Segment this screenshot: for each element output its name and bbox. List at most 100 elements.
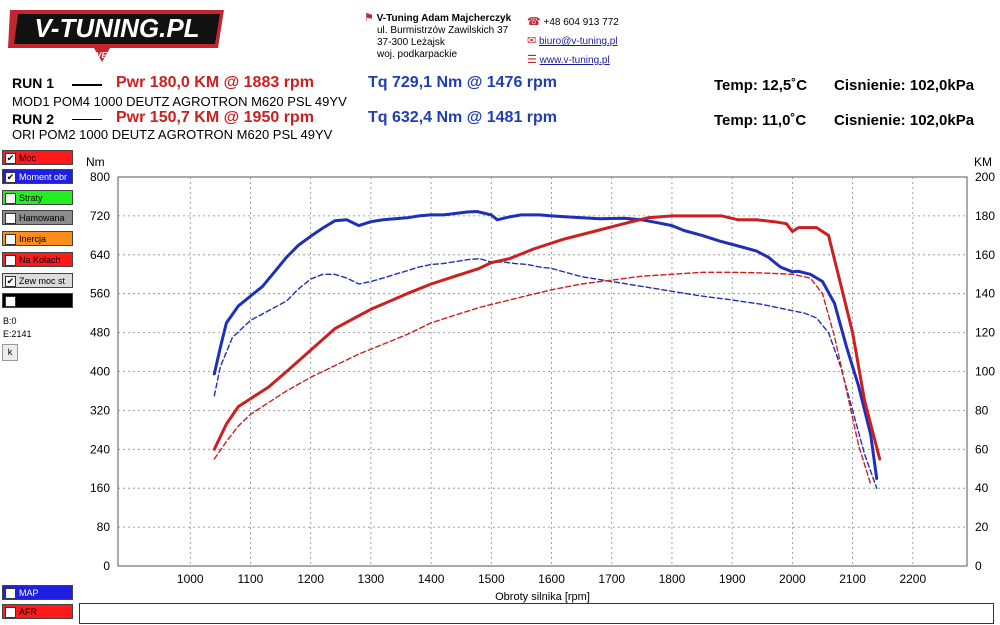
y-left-tick-label: 320 [90, 403, 110, 417]
checkbox-box[interactable]: ✔ [5, 153, 16, 164]
checkbox-box[interactable] [5, 255, 16, 266]
contact-city: 37-300 Leżajsk [377, 37, 445, 48]
legend-bottom-checkbox-0[interactable]: MAP [2, 585, 73, 600]
y-right-axis-label: KM [974, 155, 992, 169]
run2-torque: Tq 632,4 Nm @ 1481 rpm [368, 109, 558, 126]
x-tick-label: 2000 [779, 572, 806, 586]
y-right-tick-label: 0 [975, 559, 982, 573]
y-right-tick-label: 140 [975, 287, 995, 301]
legend-checkbox-3[interactable]: Hamowana [2, 210, 73, 225]
checkbox-box[interactable]: ✔ [5, 276, 16, 287]
dyno-chart: 1000 1100 1200 1300 1400 1500 1600 1700 1800 1900… [86, 155, 995, 603]
y-right-tick-label: 160 [975, 248, 995, 262]
checkbox-label: Zew moc st [19, 276, 66, 286]
x-axis-label: Obroty silnika [rpm] [495, 591, 590, 603]
x-tick-label: 1300 [358, 572, 385, 586]
y-left-tick-label: 400 [90, 365, 110, 379]
run2-pressure: Cisnienie: 102,0kPa [834, 112, 975, 129]
x-tick-label: 1500 [478, 572, 505, 586]
run2-temp: Temp: 11,0˚C [714, 112, 807, 129]
y-right-tick-label: 80 [975, 403, 989, 417]
checkbox-label: AFR [19, 607, 37, 617]
phone-icon: ☎ [527, 16, 541, 28]
y-left-tick-label: 240 [90, 442, 110, 456]
checkbox-label: Na Kolach [19, 255, 61, 265]
run1-temp: Temp: 12,5˚C [714, 77, 808, 94]
y-left-axis-label: Nm [86, 155, 105, 169]
x-tick-label: 2200 [899, 572, 926, 586]
y-right-tick-label: 200 [975, 170, 995, 184]
y-left-tick-label: 480 [90, 326, 110, 340]
y-right-tick-label: 40 [975, 481, 989, 495]
y-right-tick-label: 60 [975, 442, 989, 456]
y-right-tick-label: 120 [975, 326, 995, 340]
checkbox-box[interactable] [5, 213, 16, 224]
run1-label: RUN 1 [12, 75, 55, 91]
y-right-tick-label: 180 [975, 209, 995, 223]
contact-address: ⚑ V-Tuning Adam Majcherczyk ul. Burmistr… [364, 12, 511, 61]
y-left-tick-label: 0 [103, 559, 110, 573]
legend-checkbox-0[interactable]: ✔ Moc [2, 150, 73, 165]
checkbox-box[interactable] [5, 588, 16, 599]
mail-icon: ✉ [527, 35, 537, 47]
x-tick-label: 1900 [719, 572, 746, 586]
x-tick-label: 1400 [418, 572, 445, 586]
y-left-tick-label: 560 [90, 287, 110, 301]
series-torque-run1 [212, 210, 879, 480]
contact-email-link[interactable]: biuro@v-tuning.pl [539, 36, 618, 47]
checkbox-label: Straty [19, 193, 43, 203]
logo-text: V-TUNING.PL [34, 13, 199, 43]
y-left-tick-label: 720 [90, 209, 110, 223]
checkbox-label: MAP [19, 588, 39, 598]
k-button[interactable]: k [2, 344, 18, 361]
legend-bottom-checkbox-1[interactable]: AFR [2, 604, 73, 619]
y-left-tick-label: 800 [90, 170, 110, 184]
checkbox-box[interactable] [5, 296, 16, 307]
logo-tagline: DISCOVER THE POWER [71, 51, 164, 60]
y-left-tick-label: 80 [97, 520, 111, 534]
contact-phone: +48 604 913 772 [543, 17, 619, 28]
run2-power: Pwr 150,7 KM @ 1950 rpm [116, 109, 314, 126]
checkbox-label: Moc [19, 153, 37, 163]
checkbox-box[interactable] [5, 234, 16, 245]
x-tick-label: 1200 [297, 572, 324, 586]
legend-checkbox-2[interactable]: Straty [2, 190, 73, 205]
run1-torque: Tq 729,1 Nm @ 1476 rpm [368, 74, 558, 91]
bottom-status-box [79, 603, 994, 624]
x-tick-label: 1800 [659, 572, 686, 586]
location-pin-icon: ⚑ [364, 12, 374, 24]
y-left-tick-label: 160 [90, 481, 110, 495]
x-tick-label: 1600 [538, 572, 565, 586]
b-value: B:0 [3, 316, 17, 326]
checkbox-box[interactable] [5, 607, 16, 618]
checkbox-box[interactable] [5, 193, 16, 204]
e-value: E:2141 [3, 329, 32, 339]
run2-description: ORI POM2 1000 DEUTZ AGROTRON M620 PSL 49… [12, 127, 333, 142]
run1-power: Pwr 180,0 KM @ 1883 rpm [116, 74, 314, 91]
y-right-tick-label: 20 [975, 520, 989, 534]
company-name: V-Tuning Adam Majcherczyk [376, 13, 512, 24]
contact-street: ul. Burmistrzów Zawilskich 37 [377, 25, 509, 36]
x-tick-label: 2100 [839, 572, 866, 586]
x-tick-label: 1100 [238, 572, 264, 586]
y-left-tick-label: 640 [90, 248, 110, 262]
legend-checkbox-4[interactable]: Inercja [2, 231, 73, 246]
legend-checkbox-7[interactable] [2, 293, 73, 308]
legend-checkbox-6[interactable]: ✔ Zew moc st [2, 273, 73, 288]
run2-line-sample [72, 119, 102, 120]
x-tick-label: 1700 [598, 572, 625, 586]
checkbox-label: Moment obr [19, 172, 68, 182]
run1-line-sample [72, 84, 102, 86]
web-icon: ☰ [527, 54, 537, 66]
run1-pressure: Cisnienie: 102,0kPa [834, 77, 975, 94]
y-right-tick-label: 100 [975, 365, 995, 379]
checkbox-label: Inercja [19, 234, 47, 244]
contact-channels: ☎ +48 604 913 772 ✉ biuro@v-tuning.pl ☰ … [527, 13, 619, 70]
x-tick-label: 1000 [177, 572, 204, 586]
legend-checkbox-1[interactable]: ✔ Moment obr [2, 169, 73, 184]
contact-web-link[interactable]: www.v-tuning.pl [539, 55, 610, 66]
legend-checkbox-5[interactable]: Na Kolach [2, 252, 73, 267]
checkbox-box[interactable]: ✔ [5, 172, 16, 183]
series-torque-run2 [213, 258, 878, 489]
checkbox-label: Hamowana [19, 213, 65, 223]
